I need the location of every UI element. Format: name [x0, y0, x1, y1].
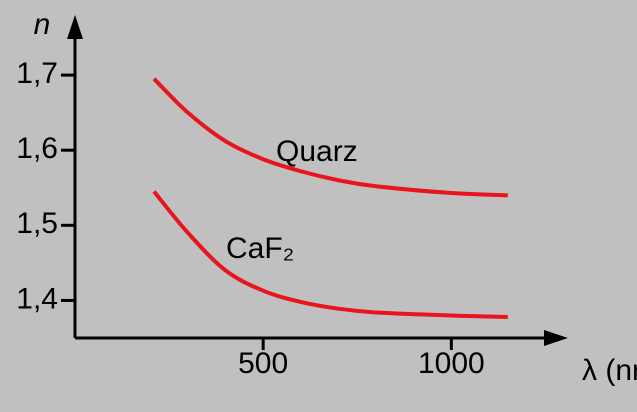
x-axis-arrow	[544, 330, 568, 346]
y-tick-label: 1,4	[16, 282, 58, 315]
x-tick-label: 1000	[418, 347, 485, 380]
x-axis-label: λ (nm)	[582, 354, 637, 387]
x-tick-label: 500	[238, 347, 288, 380]
series-label: Quarz	[276, 135, 358, 168]
series-line	[152, 77, 508, 198]
series-line	[152, 190, 508, 319]
y-tick-label: 1,7	[16, 57, 58, 90]
y-axis-label: n	[34, 8, 51, 41]
y-tick-label: 1,5	[16, 207, 58, 240]
y-axis-arrow	[67, 15, 83, 39]
y-tick-label: 1,6	[16, 132, 58, 165]
series-label: CaF₂	[226, 232, 294, 265]
